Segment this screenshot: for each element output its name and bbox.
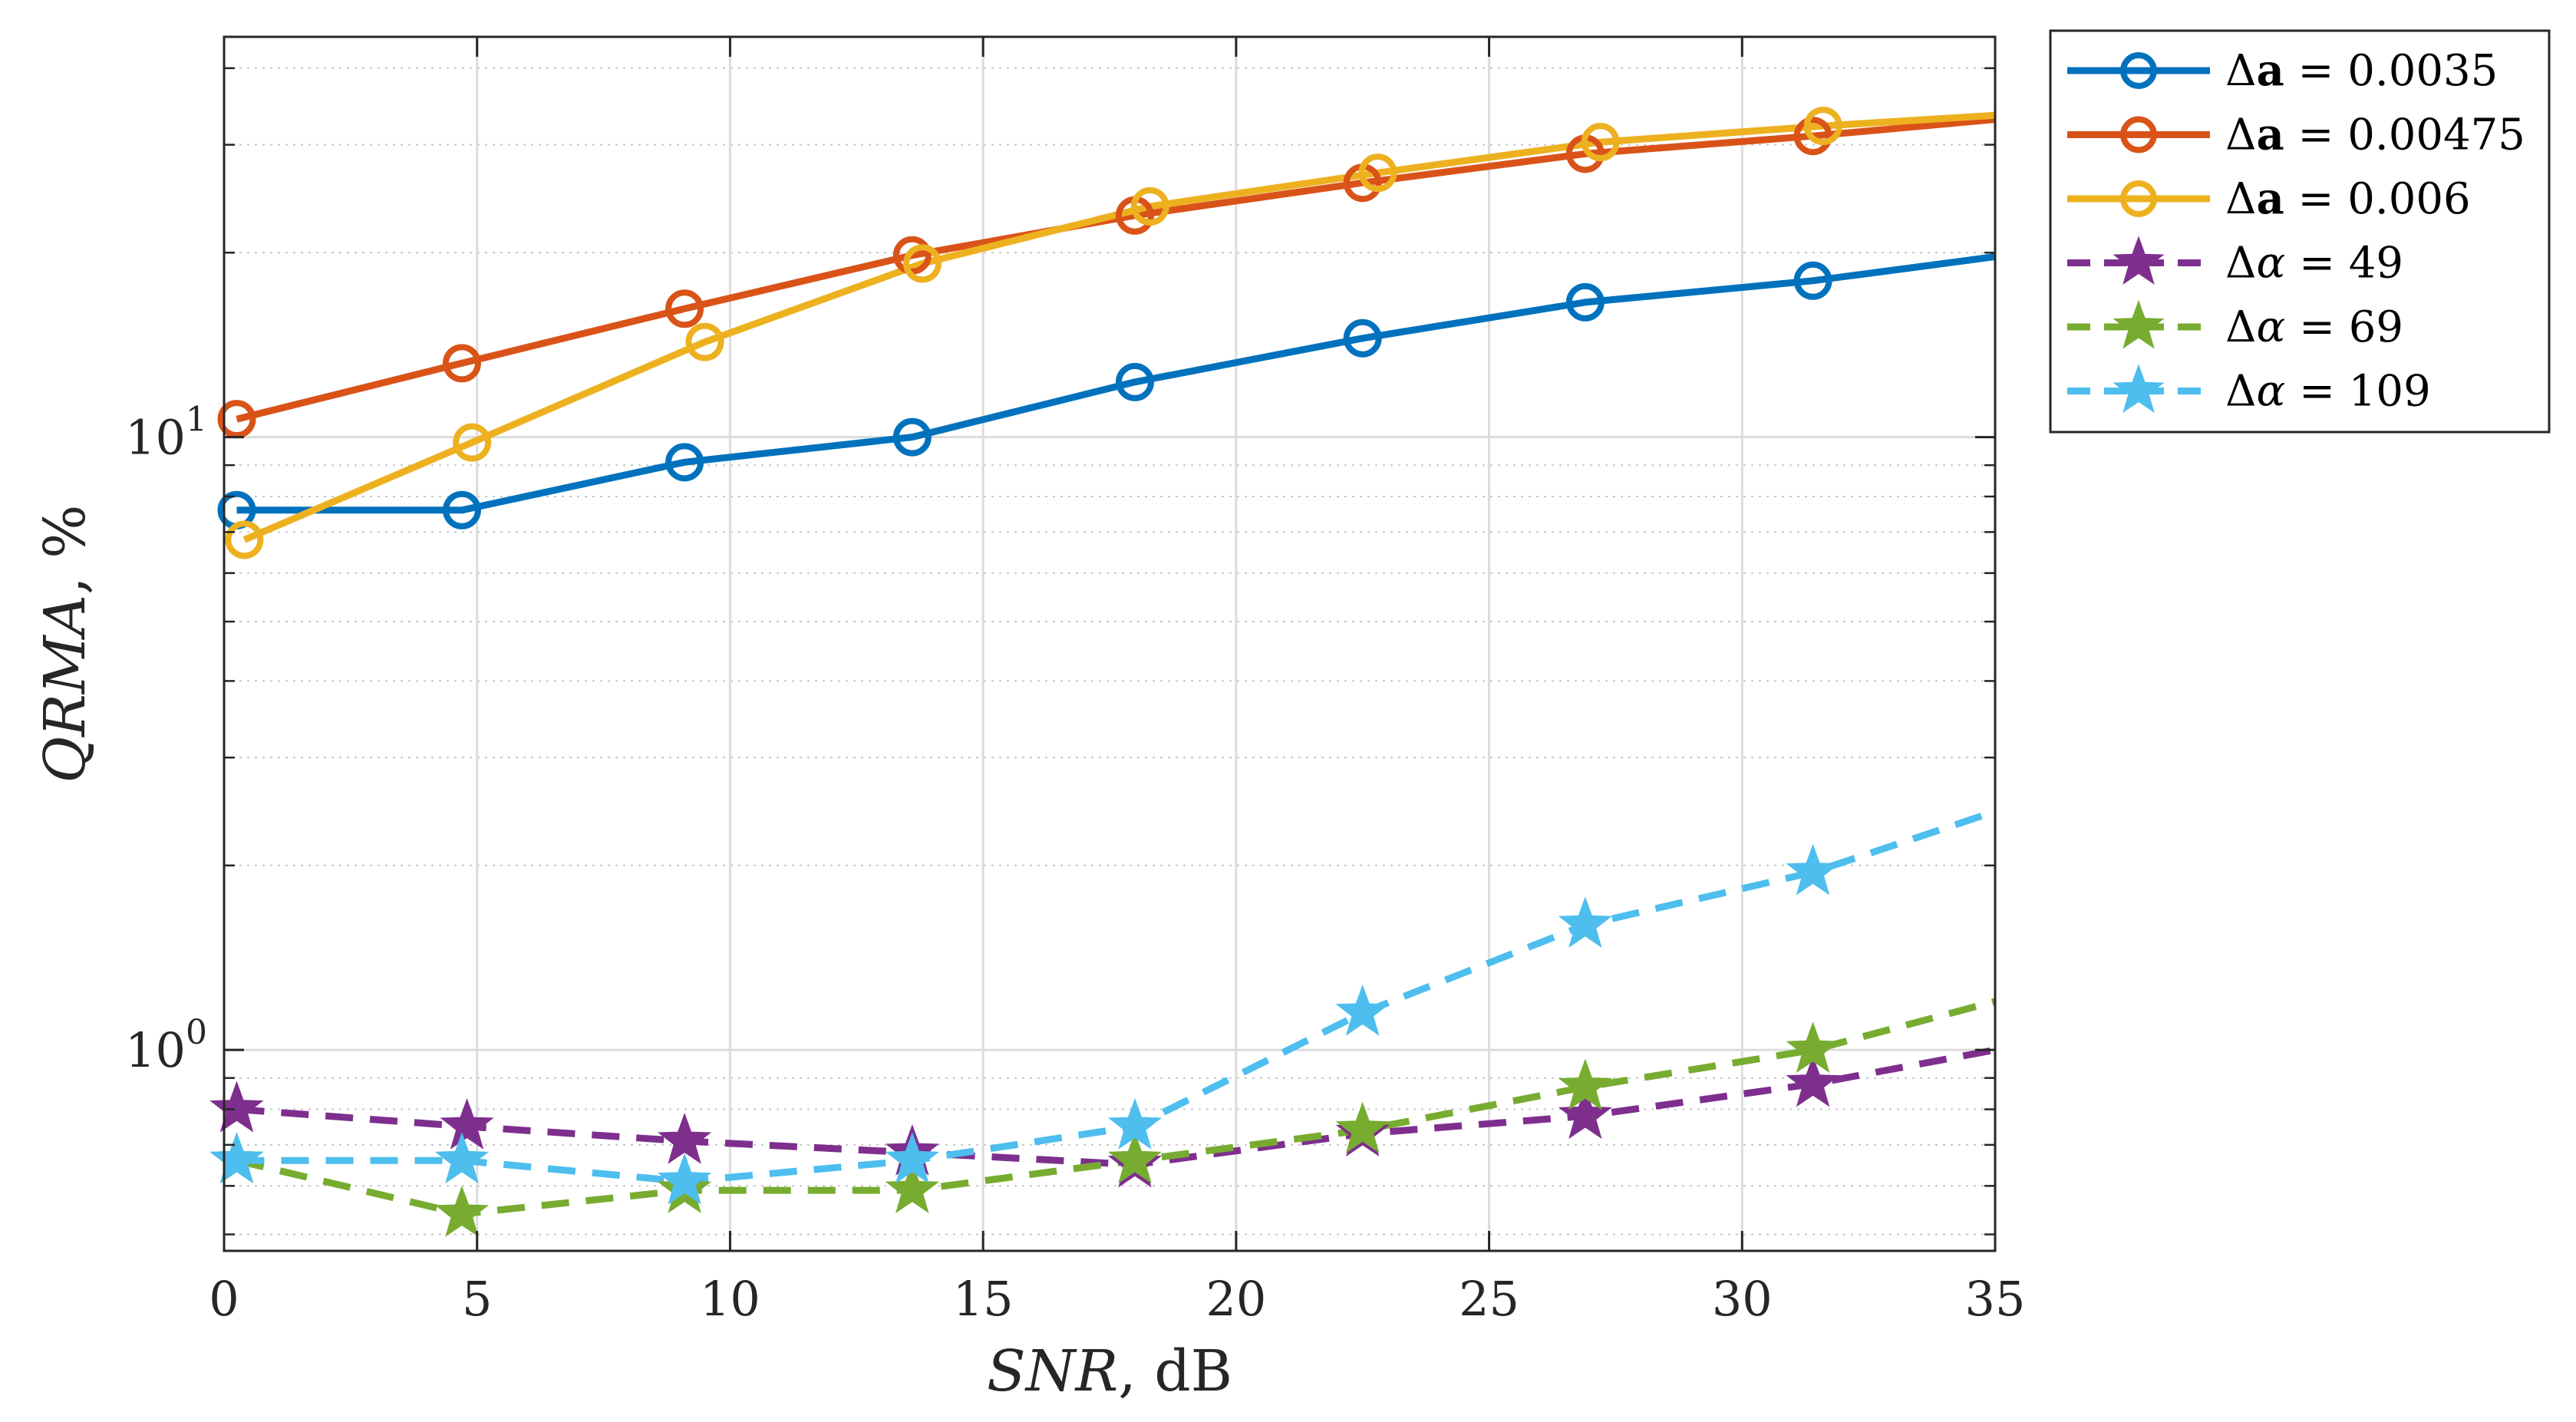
data-point	[1115, 362, 1154, 401]
data-markers	[209, 107, 1842, 1237]
x-axis-label: SNR, dB	[987, 1338, 1232, 1404]
legend-marker	[2120, 180, 2157, 217]
data-point	[434, 1132, 490, 1184]
data-point	[892, 417, 932, 457]
legend-label: Δα = 49	[2225, 239, 2403, 289]
data-point	[442, 490, 481, 530]
data-point	[657, 1153, 712, 1205]
data-point	[1803, 107, 1842, 146]
legend-entry: Δa = 0.0035	[2067, 45, 2498, 96]
legend-box	[2049, 29, 2551, 434]
data-point	[1786, 1055, 1840, 1107]
data-point	[1786, 1021, 1840, 1074]
x-tick-label: 20	[1206, 1271, 1266, 1327]
data-point	[1558, 1058, 1612, 1110]
legend: Δa = 0.0035 Δa = 0.00475 Δa = 0.006 Δα = 49…	[2049, 29, 2551, 434]
y-tick-label: 101	[125, 401, 207, 466]
data-point	[1558, 896, 1612, 949]
legend-label: Δa = 0.0035	[2225, 45, 2498, 96]
x-tick-label: 35	[1965, 1271, 2026, 1327]
data-point	[1581, 123, 1620, 162]
axis-ticks	[223, 37, 1997, 1251]
data-point	[1565, 282, 1605, 322]
data-point	[209, 1132, 264, 1184]
legend-entry: Δα = 69	[2067, 299, 2403, 352]
y-tick-labels: 100 101	[125, 401, 207, 1079]
series-line	[236, 1046, 1995, 1169]
data-point	[665, 289, 704, 328]
x-tick-labels: 0 5 10 15 20 25 30 35	[209, 1271, 2025, 1327]
data-point	[1107, 1132, 1163, 1184]
data-point	[885, 1162, 939, 1213]
legend-label: Δa = 0.00475	[2225, 110, 2525, 160]
legend-marker	[2113, 299, 2165, 349]
x-tick-label: 15	[953, 1271, 1014, 1327]
y-tick-label: 100	[125, 1013, 207, 1078]
data-point	[1343, 318, 1382, 358]
data-point	[1130, 186, 1169, 226]
series-line	[236, 253, 1995, 514]
legend-label: Δa = 0.006	[2225, 173, 2471, 224]
data-point	[434, 1185, 490, 1237]
data-point	[1358, 153, 1397, 193]
legend-label: Δα = 109	[2225, 367, 2431, 417]
legend-label: Δα = 69	[2225, 302, 2403, 352]
data-point	[665, 443, 704, 482]
legend-entry: Δa = 0.00475	[2067, 110, 2525, 160]
legend-marker	[2120, 52, 2157, 89]
axes-box	[223, 35, 1997, 1252]
data-point	[209, 1081, 264, 1133]
legend-entry: Δa = 0.006	[2067, 173, 2471, 224]
legend-marker	[2113, 364, 2165, 413]
legend-marker	[2120, 116, 2157, 153]
data-point	[1335, 1101, 1390, 1153]
data-point	[440, 1097, 494, 1150]
legend-marker	[2113, 236, 2165, 285]
series-line	[236, 998, 1995, 1218]
x-tick-label: 5	[462, 1271, 492, 1327]
data-point	[453, 423, 492, 462]
data-point	[217, 400, 256, 439]
x-tick-label: 30	[1712, 1271, 1773, 1327]
x-tick-label: 10	[700, 1271, 760, 1327]
data-point	[225, 520, 264, 559]
y-axis-label: QRMA, %	[32, 505, 98, 784]
data-point	[685, 322, 724, 361]
x-tick-label: 0	[209, 1271, 239, 1327]
data-point	[442, 344, 481, 383]
series-line	[236, 808, 1995, 1186]
data-point	[1793, 261, 1832, 300]
data-point	[903, 244, 942, 283]
data-point	[1786, 843, 1840, 896]
data-point	[1335, 984, 1390, 1036]
x-tick-label: 25	[1459, 1271, 1519, 1327]
data-point	[885, 1132, 939, 1184]
series-line	[236, 116, 1995, 423]
data-point	[1558, 1087, 1612, 1140]
legend-entry: Δα = 49	[2067, 236, 2403, 289]
series-line	[242, 111, 1995, 543]
legend-entry: Δα = 109	[2067, 364, 2431, 417]
data-point	[892, 236, 932, 275]
data-point	[657, 1112, 712, 1164]
data-point	[1107, 1097, 1163, 1150]
data-point	[1793, 117, 1832, 156]
